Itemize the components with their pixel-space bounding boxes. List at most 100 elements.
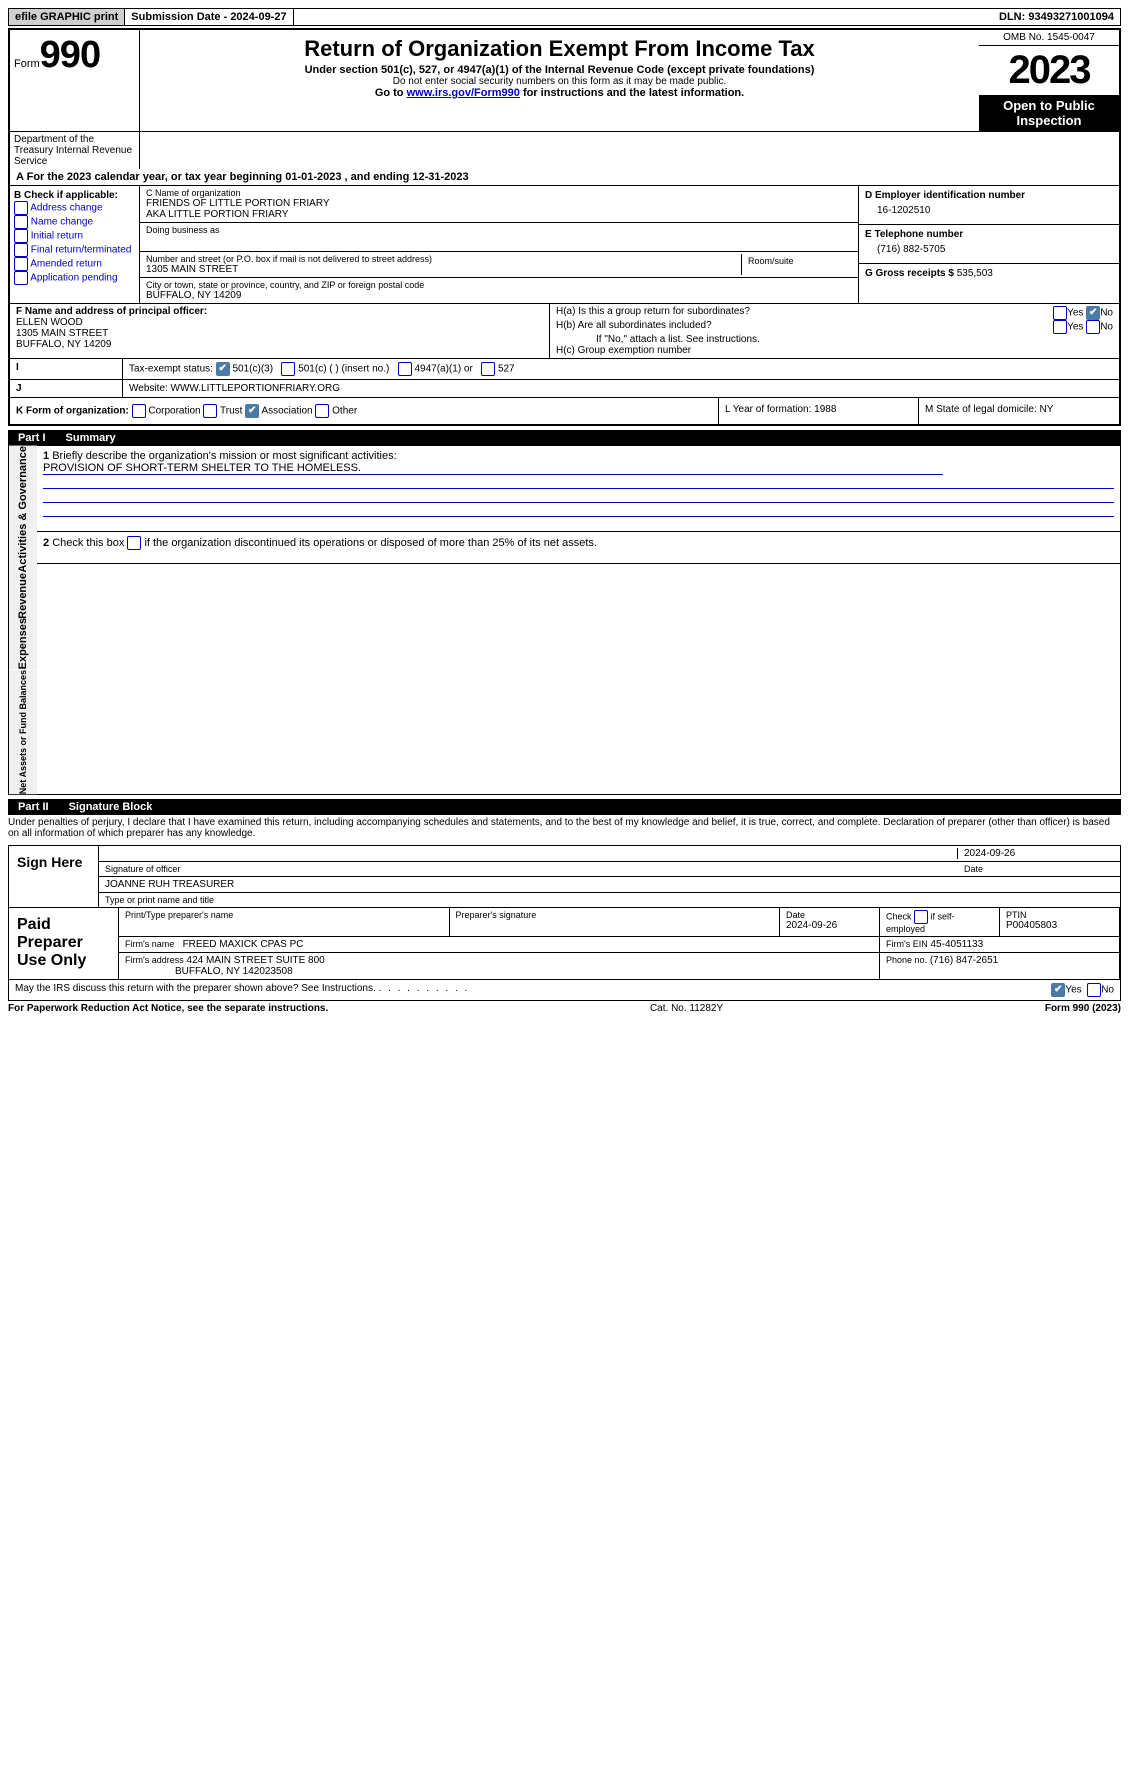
boxb-checkbox[interactable] <box>14 243 28 257</box>
signature-block: Sign Here 2024-09-26 Signature of office… <box>8 845 1121 1001</box>
opt-4947: 4947(a)(1) or <box>414 364 472 375</box>
line-k: K Form of organization: Corporation Trus… <box>10 398 719 424</box>
addr-label: Number and street (or P.O. box if mail i… <box>146 254 741 264</box>
hb-yes-checkbox[interactable] <box>1053 320 1067 334</box>
hb-no-checkbox[interactable] <box>1086 320 1100 334</box>
website-url: WWW.LITTLEPORTIONFRIARY.ORG <box>171 383 340 394</box>
subtitle-1: Under section 501(c), 527, or 4947(a)(1)… <box>148 64 971 76</box>
goto-post: for instructions and the latest informat… <box>520 87 744 99</box>
firm-addr-label: Firm's address <box>125 955 184 965</box>
part-1-header: Part I Summary <box>8 430 1121 446</box>
opt-assoc: Association <box>261 406 312 417</box>
website-word: Website: <box>129 383 168 394</box>
hb-note: If "No," attach a list. See instructions… <box>556 334 1113 345</box>
boxb-checkbox[interactable] <box>14 271 28 285</box>
name-label: C Name of organization <box>146 188 852 198</box>
ptin-label: PTIN <box>1006 910 1113 920</box>
top-toolbar: efile GRAPHIC print Submission Date - 20… <box>8 8 1121 26</box>
ha-no-checkbox[interactable]: ✔ <box>1086 306 1100 320</box>
4947-checkbox[interactable] <box>398 362 412 376</box>
open-public: Open to Public Inspection <box>979 96 1119 131</box>
title-cell: Return of Organization Exempt From Incom… <box>140 30 979 132</box>
org-aka: AKA LITTLE PORTION FRIARY <box>146 209 852 220</box>
hb-label: H(b) Are all subordinates included? <box>556 320 712 334</box>
tax-exempt-label: Tax-exempt status: <box>129 364 213 375</box>
q1-label: Briefly describe the organization's miss… <box>52 450 396 462</box>
trust-checkbox[interactable] <box>203 404 217 418</box>
may-no-checkbox[interactable] <box>1087 983 1101 997</box>
street-address: 1305 MAIN STREET <box>146 264 741 275</box>
form-org-label: K Form of organization: <box>16 406 129 417</box>
prep-name-label: Print/Type preparer's name <box>125 910 443 920</box>
form-ref: Form 990 (2023) <box>1045 1003 1121 1014</box>
ha-yes-checkbox[interactable] <box>1053 306 1067 320</box>
may-yes: Yes <box>1065 985 1081 996</box>
boxb-checkbox[interactable] <box>14 257 28 271</box>
sig-date: 2024-09-26 <box>957 848 1114 859</box>
officer-name: ELLEN WOOD <box>16 317 83 328</box>
assoc-checkbox[interactable]: ✔ <box>245 404 259 418</box>
part-2-num: Part II <box>18 801 49 813</box>
declaration: Under penalties of perjury, I declare th… <box>8 815 1121 841</box>
opt-other: Other <box>332 406 357 417</box>
other-checkbox[interactable] <box>315 404 329 418</box>
officer-addr2: BUFFALO, NY 14209 <box>16 339 111 350</box>
hc-label: H(c) Group exemption number <box>556 345 1113 356</box>
no-label2: No <box>1100 322 1113 333</box>
paperwork-notice: For Paperwork Reduction Act Notice, see … <box>8 1003 328 1014</box>
page-footer: For Paperwork Reduction Act Notice, see … <box>8 1001 1121 1016</box>
yes-label: Yes <box>1067 308 1083 319</box>
may-yes-checkbox[interactable]: ✔ <box>1051 983 1065 997</box>
q2-checkbox[interactable] <box>127 536 141 550</box>
box-deg: D Employer identification number 16-1202… <box>859 186 1119 304</box>
tax-year: 2023 <box>979 46 1119 96</box>
vlabel-expenses: Expenses <box>9 618 37 669</box>
expenses-section <box>37 618 1120 669</box>
501c-checkbox[interactable] <box>281 362 295 376</box>
prep-date-label: Date <box>786 910 873 920</box>
revenue-section <box>37 573 1120 619</box>
right-column: OMB No. 1545-0047 2023 Open to Public In… <box>979 30 1119 132</box>
gross-value: 535,503 <box>957 268 993 279</box>
efile-button[interactable]: efile GRAPHIC print <box>9 9 125 25</box>
line-j-label: J <box>10 380 123 397</box>
self-emp-checkbox[interactable] <box>914 910 928 924</box>
sign-here-label: Sign Here <box>9 846 99 907</box>
firm-name: FREED MAXICK CPAS PC <box>183 939 304 950</box>
boxb-checkbox[interactable] <box>14 229 28 243</box>
line-m: M State of legal domicile: NY <box>919 398 1119 424</box>
goto-pre: Go to <box>375 87 407 99</box>
officer-name-title: JOANNE RUH TREASURER <box>99 877 1120 893</box>
prep-date: 2024-09-26 <box>786 920 873 931</box>
officer-addr1: 1305 MAIN STREET <box>16 328 108 339</box>
form-number-cell: Form990 <box>10 30 140 132</box>
website-label: Website: WWW.LITTLEPORTIONFRIARY.ORG <box>123 380 346 397</box>
boxb-option: Address change <box>14 201 135 215</box>
cat-no: Cat. No. 11282Y <box>650 1003 723 1014</box>
opt-trust: Trust <box>220 406 242 417</box>
corp-checkbox[interactable] <box>132 404 146 418</box>
501c3-checkbox[interactable]: ✔ <box>216 362 230 376</box>
may-no: No <box>1101 985 1114 996</box>
opt-527: 527 <box>498 364 515 375</box>
dln: DLN: 93493271001094 <box>993 9 1120 25</box>
vlabel-governance: Activities & Governance <box>9 446 37 573</box>
may-discuss: May the IRS discuss this return with the… <box>15 983 376 994</box>
boxb-checkbox[interactable] <box>14 201 28 215</box>
opt-501c3: 501(c)(3) <box>232 364 273 375</box>
boxb-checkbox[interactable] <box>14 215 28 229</box>
line-l: L Year of formation: 1988 <box>719 398 919 424</box>
gross-label: G Gross receipts $ <box>865 268 954 279</box>
line-i: Tax-exempt status: ✔ 501(c)(3) 501(c) ( … <box>123 359 521 379</box>
line-a-text: For the 2023 calendar year, or tax year … <box>27 171 469 183</box>
firm-phone: (716) 847-2651 <box>930 955 998 966</box>
omb-number: OMB No. 1545-0047 <box>979 30 1119 46</box>
form-header: Form990 Return of Organization Exempt Fr… <box>8 28 1121 426</box>
governance-table <box>37 564 1120 573</box>
self-employed-check: Check if self-employed <box>880 908 1000 936</box>
527-checkbox[interactable] <box>481 362 495 376</box>
irs-link[interactable]: www.irs.gov/Form990 <box>407 87 520 99</box>
phone-value: (716) 882-5705 <box>865 240 1113 259</box>
prep-sig-label: Preparer's signature <box>456 910 774 920</box>
subtitle-3: Go to www.irs.gov/Form990 for instructio… <box>148 87 971 99</box>
